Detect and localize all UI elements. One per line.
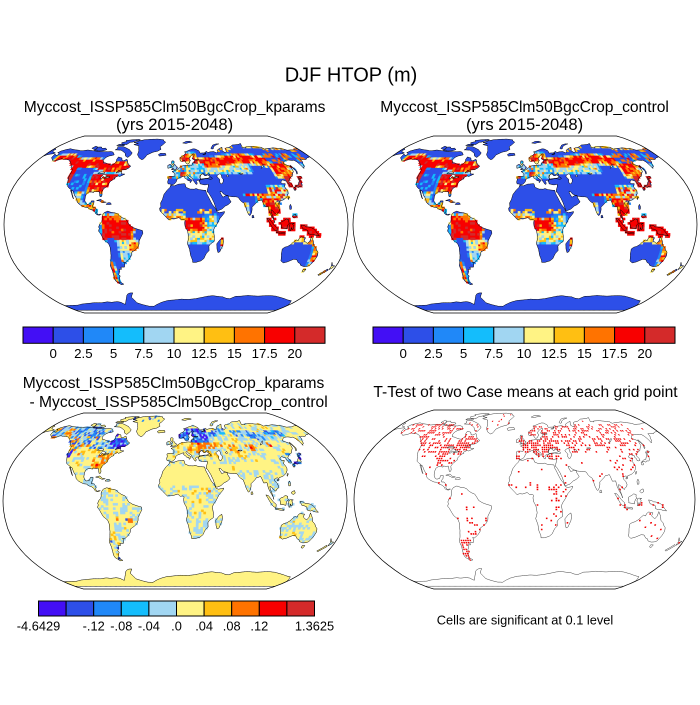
svg-text:7.5: 7.5	[485, 346, 504, 361]
svg-text:.08: .08	[223, 619, 241, 634]
svg-text:10: 10	[517, 346, 532, 361]
svg-text:12.5: 12.5	[191, 346, 217, 361]
svg-text:Myccost_ISSP585Clm50BgcCrop_kp: Myccost_ISSP585Clm50BgcCrop_kparams	[24, 99, 326, 116]
svg-text:DJF HTOP (m): DJF HTOP (m)	[285, 65, 418, 87]
svg-text:-4.6429: -4.6429	[17, 619, 60, 634]
svg-text:17.5: 17.5	[252, 346, 278, 361]
svg-text:-.08: -.08	[110, 619, 132, 634]
svg-text:(yrs 2015-2048): (yrs 2015-2048)	[466, 115, 583, 134]
svg-text:.04: .04	[195, 619, 213, 634]
svg-text:-.12: -.12	[83, 619, 105, 634]
svg-text:2.5: 2.5	[74, 346, 93, 361]
svg-text:10: 10	[167, 346, 182, 361]
svg-text:20: 20	[637, 346, 652, 361]
svg-text:15: 15	[577, 346, 592, 361]
svg-text:- Myccost_ISSP585Clm50BgcCrop_: - Myccost_ISSP585Clm50BgcCrop_control	[30, 394, 328, 411]
svg-text:-.04: -.04	[138, 619, 160, 634]
svg-text:0: 0	[399, 346, 406, 361]
svg-text:Cells are significant at 0.1 l: Cells are significant at 0.1 level	[437, 613, 613, 628]
svg-text:.0: .0	[171, 619, 182, 634]
svg-text:.12: .12	[250, 619, 268, 634]
svg-text:Myccost_ISSP585Clm50BgcCrop_kp: Myccost_ISSP585Clm50BgcCrop_kparams	[23, 375, 325, 392]
svg-text:20: 20	[287, 346, 302, 361]
svg-text:1.3625: 1.3625	[295, 619, 334, 634]
svg-text:(yrs 2015-2048): (yrs 2015-2048)	[116, 115, 233, 134]
svg-text:2.5: 2.5	[424, 346, 443, 361]
svg-text:7.5: 7.5	[135, 346, 154, 361]
svg-text:17.5: 17.5	[602, 346, 628, 361]
svg-text:5: 5	[110, 346, 117, 361]
svg-text:0: 0	[49, 346, 56, 361]
svg-text:15: 15	[227, 346, 242, 361]
svg-text:5: 5	[460, 346, 467, 361]
svg-text:12.5: 12.5	[541, 346, 567, 361]
svg-text:Myccost_ISSP585Clm50BgcCrop_co: Myccost_ISSP585Clm50BgcCrop_control	[380, 99, 669, 116]
svg-text:T-Test of two Case means at ea: T-Test of two Case means at each grid po…	[373, 384, 678, 401]
